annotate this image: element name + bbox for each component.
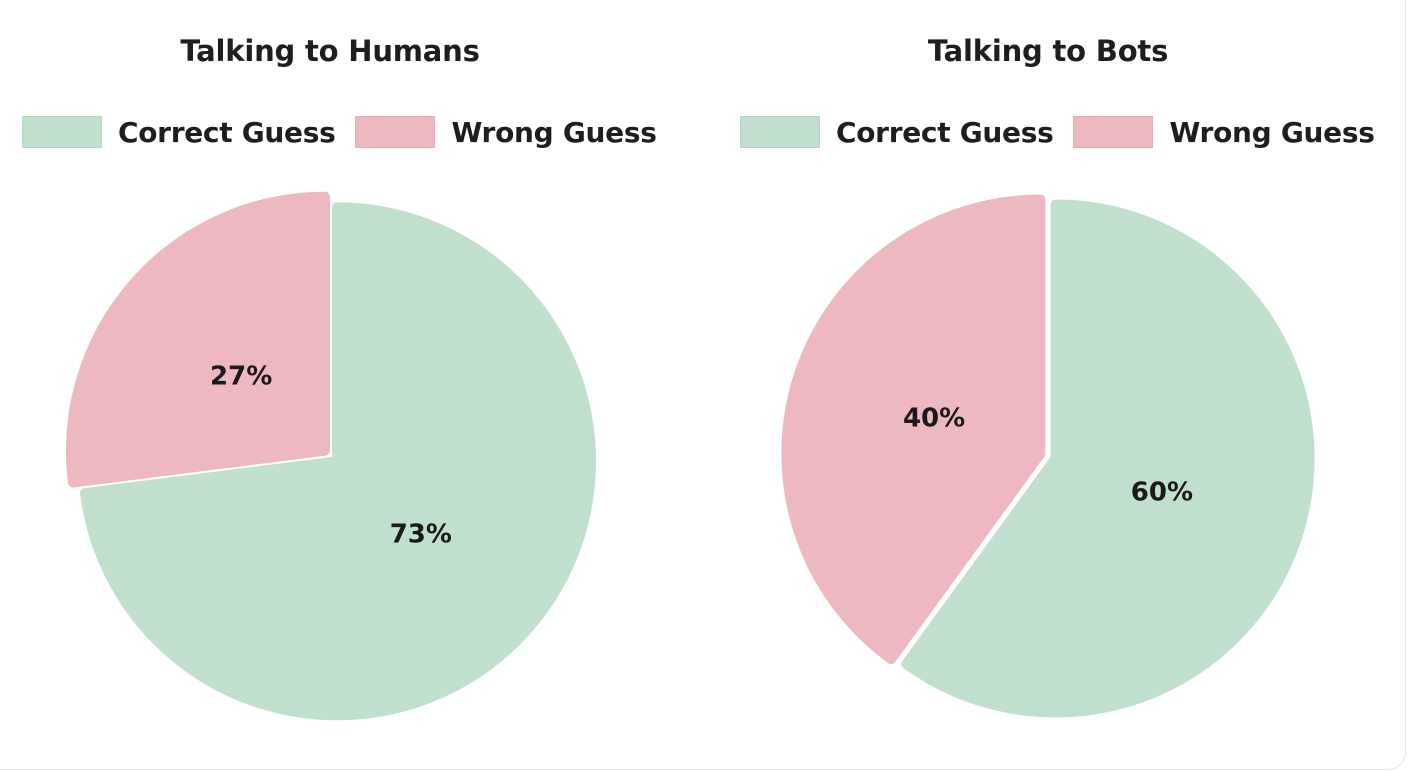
pie-slice-wrong[interactable] [66, 191, 330, 488]
legend-swatch-correct [740, 116, 820, 148]
legend-swatch-wrong [1073, 116, 1154, 148]
legend-item-correct[interactable]: Correct Guess [22, 115, 336, 149]
pie-slice-wrong[interactable] [781, 194, 1046, 665]
pie-chart-humans: 73% 27% [66, 191, 596, 721]
legend-label: Wrong Guess [451, 115, 657, 149]
chart-title: Talking to Bots [927, 34, 1169, 68]
legend: Correct Guess Wrong Guess [22, 112, 677, 152]
chart-title: Talking to Humans [180, 34, 480, 68]
slice-label-wrong: 40% [903, 403, 965, 433]
pie-chart-bots: 60% 40% [781, 194, 1315, 718]
slice-label-wrong: 27% [210, 361, 272, 391]
legend-label: Correct Guess [118, 115, 336, 149]
slice-label-correct: 60% [1131, 478, 1193, 508]
chart-panel-bots: Talking to Bots Correct Guess Wrong Gues… [718, 0, 1408, 772]
legend-swatch-wrong [355, 116, 436, 148]
pie-slice-correct[interactable] [80, 202, 596, 721]
chart-panel-humans: Talking to Humans Correct Guess Wrong Gu… [0, 0, 690, 772]
pie-slice-correct[interactable] [901, 199, 1315, 718]
legend-label: Wrong Guess [1169, 115, 1375, 149]
legend: Correct Guess Wrong Guess [740, 112, 1395, 152]
legend-item-wrong[interactable]: Wrong Guess [1073, 115, 1375, 149]
legend-label: Correct Guess [836, 115, 1054, 149]
legend-item-wrong[interactable]: Wrong Guess [355, 115, 657, 149]
legend-item-correct[interactable]: Correct Guess [740, 115, 1054, 149]
legend-swatch-correct [22, 116, 102, 148]
slice-label-correct: 73% [390, 520, 452, 550]
